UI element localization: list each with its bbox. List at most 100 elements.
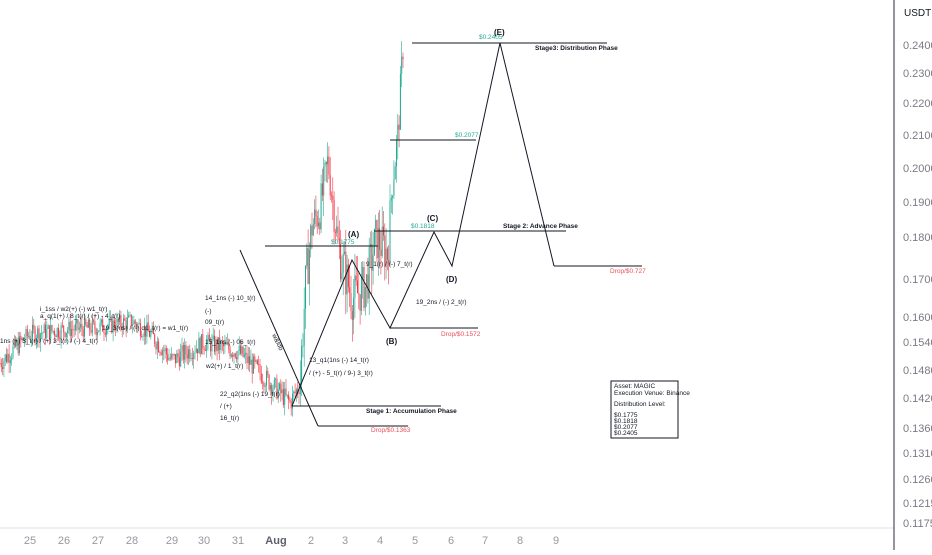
candle-body: [61, 325, 63, 327]
candle-body: [390, 197, 392, 201]
info-box[interactable]: Asset: MAGIC Execution Venue: Binance Di…: [610, 380, 690, 439]
candle-body: [253, 356, 254, 374]
candle-body: [73, 329, 75, 331]
candle-body: [381, 226, 383, 256]
candle-body: [156, 341, 158, 350]
candle-body: [12, 346, 14, 358]
price-tick-label: 0.1215: [903, 498, 932, 510]
drop-1572: Drop/$0.1572: [441, 331, 481, 338]
currency-label: USDT: [904, 8, 931, 19]
candle-body: [113, 320, 115, 329]
candle-body: [337, 226, 339, 239]
candle-body: [388, 259, 390, 265]
candle-body: [67, 330, 69, 333]
candle-body: [320, 183, 322, 230]
candle-body: [100, 319, 102, 323]
candle-body: [206, 341, 208, 351]
candle-body: [87, 319, 89, 328]
candle-body: [357, 280, 358, 294]
candle-body: [145, 326, 147, 337]
candle-body: [305, 265, 306, 309]
wave-tag: w&ldb: [270, 332, 285, 352]
candle-body: [384, 235, 386, 268]
candle-body: [323, 166, 325, 196]
candle-body: [204, 349, 206, 351]
candle-body: [94, 321, 96, 330]
candle-body: [349, 287, 351, 294]
candle-body: [198, 337, 200, 354]
candle-body: [264, 385, 266, 387]
candle-body: [142, 336, 144, 338]
candle-body: [332, 195, 334, 200]
candle-body: [32, 324, 33, 338]
candle-body: [178, 357, 180, 367]
candle-body: [139, 323, 141, 337]
candle-body: [363, 267, 365, 308]
candle-body: [25, 328, 27, 341]
candle-body: [254, 356, 256, 362]
wave-a: (A): [348, 230, 359, 239]
candle-body: [255, 360, 257, 362]
candle-body: [360, 277, 362, 311]
candle-body: [147, 322, 149, 332]
count-22: 22_q2(1ns (-) 19_t(r): [220, 391, 280, 398]
candle-body: [51, 325, 53, 332]
candle-body: [234, 353, 236, 358]
candle-body: [123, 318, 124, 330]
candle-body: [89, 319, 91, 330]
candle-body: [124, 318, 126, 321]
count-16: 16_t(r): [220, 415, 239, 422]
candle-body: [380, 249, 382, 256]
count-9: 9_1(r) / (-) 7_t(r): [366, 261, 413, 268]
candle-body: [236, 357, 238, 360]
candle-body: [281, 389, 283, 394]
time-axis[interactable]: 25 26 27 28 29 30 31 Aug 2 3 4 5 6 7 8 9: [24, 535, 559, 547]
candle-body: [169, 357, 171, 359]
candle-body: [292, 393, 293, 409]
candle-body: [172, 354, 174, 356]
candle-body: [39, 333, 41, 342]
candle-body: [150, 332, 152, 337]
candle-body: [284, 388, 286, 405]
candle-body: [333, 199, 335, 232]
candle-body: [55, 335, 57, 338]
candle-body: [160, 352, 162, 355]
candle-body: [290, 401, 292, 409]
candle-body: [181, 345, 183, 352]
info-level-3: $0.2077: [614, 424, 638, 431]
candle-body: [272, 388, 274, 395]
candle-body: [358, 293, 360, 295]
candle-body: [237, 351, 239, 360]
candle-body: [396, 140, 397, 167]
candle-body: [98, 330, 100, 333]
candle-body: [146, 322, 148, 337]
candle-body: [280, 383, 282, 394]
candle-body: [81, 323, 83, 330]
date-tick-label: 7: [482, 535, 488, 547]
candle-body: [342, 253, 344, 273]
candle-body: [350, 293, 352, 311]
drop-727: Drop/$0.727: [610, 268, 646, 275]
candle-body: [210, 340, 212, 352]
candle-body: [241, 346, 243, 354]
candle-body: [219, 337, 221, 351]
candle-body: [126, 317, 128, 329]
count-13: 13_q1(1ns (-) 14_t(r): [309, 357, 369, 364]
candle-body: [319, 222, 321, 230]
candle-body: [201, 334, 202, 355]
candle-body: [106, 328, 108, 335]
candle-body: [91, 320, 93, 333]
candle-body: [271, 385, 273, 395]
date-tick-label: 6: [448, 535, 454, 547]
candle-body: [354, 275, 356, 298]
candle-body: [176, 353, 178, 364]
candle-body: [230, 354, 232, 357]
candle-body: [9, 360, 11, 364]
candle-body: [306, 247, 308, 266]
